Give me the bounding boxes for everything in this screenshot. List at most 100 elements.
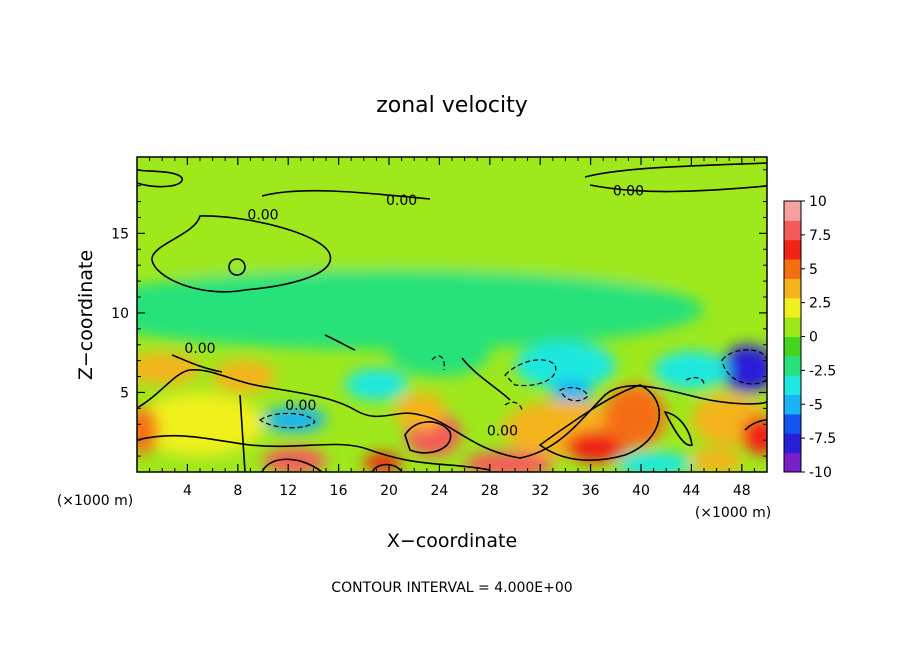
contour-line	[137, 169, 183, 188]
x-tick-label: 4	[183, 483, 192, 499]
contour-line	[663, 410, 693, 447]
contour-line-negative	[559, 386, 589, 402]
heatmap-cell	[691, 448, 742, 472]
colorbar-swatch	[784, 239, 801, 260]
colorbar-swatch	[784, 452, 801, 473]
colorbar-swatch	[784, 317, 801, 337]
colorbar-tick-label: 0	[809, 330, 818, 346]
colorbar-tick-label: -10	[809, 465, 832, 481]
colorbar-tick-label: 10	[809, 194, 827, 210]
x-tick-label: 20	[380, 483, 398, 499]
colorbar-swatch	[784, 297, 801, 318]
contour-label: 0.00	[184, 341, 215, 357]
x-axis-label: X−coordinate	[387, 530, 517, 552]
contour-line	[461, 357, 511, 401]
heatmap-cell	[212, 360, 276, 393]
contour-line	[589, 184, 767, 193]
contour-line	[371, 463, 403, 472]
heatmap-cell	[741, 416, 767, 455]
heatmap-cell	[464, 451, 553, 472]
contour-line	[239, 394, 246, 472]
x-tick-label: 36	[582, 483, 600, 499]
contour-line	[137, 369, 767, 459]
contour-line	[538, 384, 661, 461]
contour-line-negative	[685, 376, 705, 387]
colorbar-tick-label: -7.5	[809, 431, 836, 447]
colorbar-swatch	[784, 375, 801, 396]
heatmap-field: 0.00 0.00 0.00 0.00 0.00 0.00	[137, 157, 767, 472]
contour-line	[261, 189, 431, 200]
colorbar: 10 7.5 5 2.5 0 -2.5 -5 -7.5 -10	[783, 194, 836, 481]
colorbar-tick-label: -2.5	[809, 363, 836, 379]
contour-line-negative	[431, 355, 445, 371]
y-tick-label: 5	[120, 385, 129, 401]
x-tick-label: 32	[531, 483, 549, 499]
heatmap-cell	[615, 451, 692, 472]
heatmap-cell	[137, 352, 200, 385]
heatmap-cell	[720, 344, 767, 393]
heatmap-cell	[489, 157, 742, 202]
colorbar-tick-label: 5	[809, 262, 818, 278]
heatmap-cell	[395, 392, 446, 431]
heatmap-cell	[363, 452, 402, 472]
x-unit-right: (×1000 m)	[695, 505, 771, 521]
colorbar-swatch	[784, 433, 801, 454]
contour-line	[404, 421, 452, 454]
heatmap-cell	[464, 295, 591, 347]
heatmap-cell	[653, 351, 730, 390]
heatmap-cell	[137, 269, 704, 350]
contour-line	[137, 434, 491, 471]
y-axis: 5 10 15	[111, 169, 767, 457]
colorbar-tick-label: 2.5	[809, 296, 831, 312]
x-tick-label: 28	[481, 483, 499, 499]
contour-line	[151, 215, 332, 293]
x-tick-label: 24	[430, 483, 448, 499]
y-tick-label: 15	[111, 226, 129, 242]
heatmap-cell	[137, 157, 289, 202]
contour-line-negative	[258, 412, 316, 429]
colorbar-tick-label: -5	[809, 397, 823, 413]
contour-labels: 0.00 0.00 0.00 0.00 0.00 0.00	[184, 183, 644, 439]
heatmap-cell	[389, 328, 490, 377]
contour-line	[584, 162, 767, 178]
x-tick-label: 16	[330, 483, 348, 499]
colorbar-swatch	[784, 220, 801, 241]
contour-label: 0.00	[285, 398, 316, 414]
colorbar-swatch	[784, 413, 801, 434]
heatmap-cell	[344, 368, 408, 401]
contour-label: 0.00	[613, 183, 644, 199]
contour-interval-note: CONTOUR INTERVAL = 4.000E+00	[331, 580, 572, 596]
x-axis: 4 8 12 16 20 24 28 32 36 40 44 48	[149, 157, 755, 499]
x-unit-left: (×1000 m)	[57, 493, 133, 509]
heatmap-cell	[515, 341, 616, 390]
y-axis-label: Z−coordinate	[75, 250, 97, 380]
x-tick-label: 8	[233, 483, 242, 499]
plot-area: 0.00 0.00 0.00 0.00 0.00 0.00	[136, 156, 768, 473]
contour-line	[261, 458, 323, 472]
heatmap-cell	[137, 406, 159, 455]
heatmap-blobs	[137, 157, 767, 472]
contour-label: 0.00	[386, 193, 417, 209]
contour-line	[171, 354, 223, 373]
colorbar-swatch	[784, 336, 801, 357]
heatmap-cell	[263, 448, 326, 472]
contour-label: 0.00	[487, 424, 518, 440]
colorbar-tick-label: 7.5	[809, 228, 831, 244]
heatmap-cell	[263, 406, 326, 433]
colorbar-swatch	[784, 259, 801, 279]
x-tick-label: 44	[682, 483, 700, 499]
contour-label: 0.00	[247, 207, 278, 223]
x-tick-label: 40	[632, 483, 650, 499]
y-tick-label: 10	[111, 306, 129, 322]
contour-line-negative	[721, 349, 767, 385]
colorbar-swatch	[784, 278, 801, 299]
colorbar-swatch	[784, 201, 801, 221]
colorbar-swatch	[784, 394, 801, 415]
heatmap-cell	[551, 379, 592, 406]
contour-line-negative	[504, 359, 557, 387]
contour-line	[324, 334, 356, 351]
zero-contours	[137, 162, 767, 472]
heatmap-cell	[137, 392, 263, 457]
x-tick-label: 48	[733, 483, 751, 499]
